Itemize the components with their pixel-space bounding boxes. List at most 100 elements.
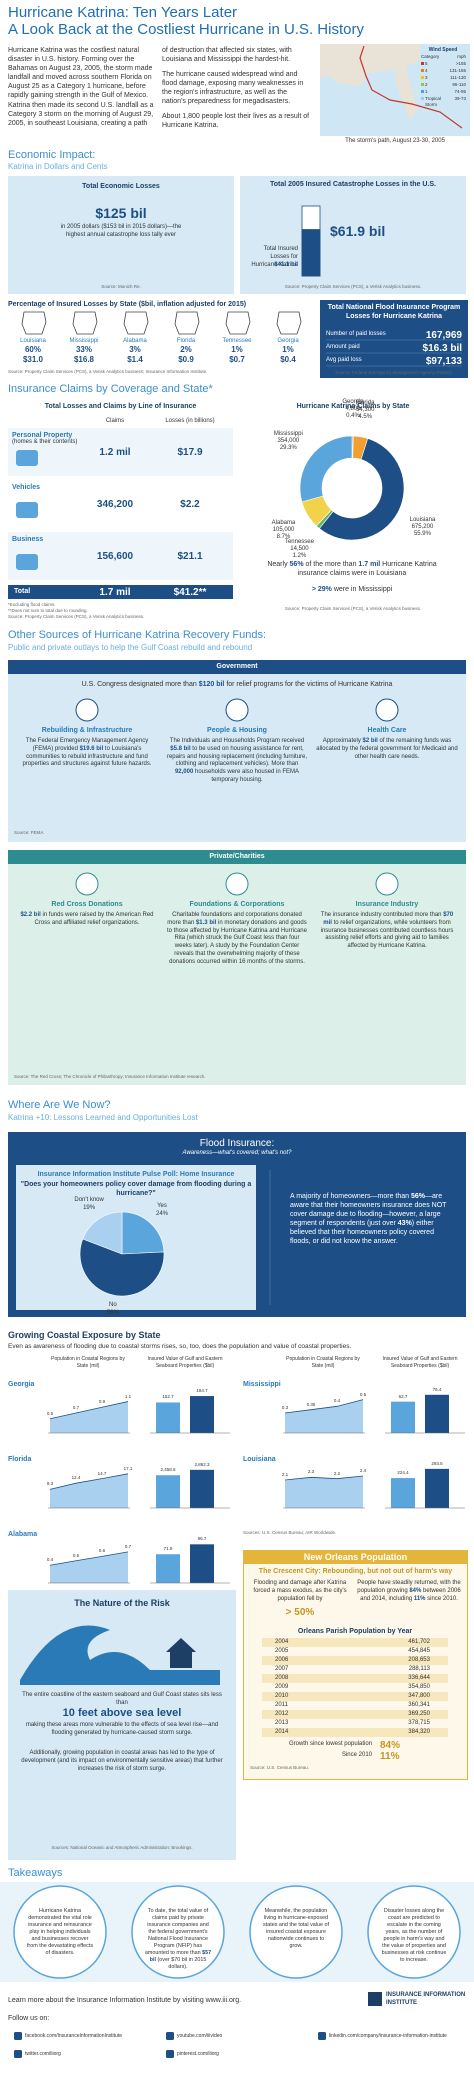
source: Sources: U.S. Census Bureau; AIR Worldwi… [243, 1530, 337, 1535]
state-pct: 1% [231, 345, 243, 354]
logo-mark [368, 1992, 382, 2006]
growth-value: 84% [380, 1740, 401, 1751]
point-label: 0.7 [72, 1405, 80, 1410]
takeaway-text: To date, the total value of claims paid … [144, 1908, 212, 1971]
row-bg [262, 1647, 448, 1656]
point-label: 0.4 [46, 1557, 54, 1563]
state-amount: $31.0 [22, 355, 44, 364]
text-run: to Louisiana's communities to rebuild in… [22, 745, 152, 768]
footnote: **Does not sum to total due to rounding. [8, 608, 88, 613]
section-subheading: Katrina in Dollars and Cents [8, 162, 108, 171]
icon [75, 872, 99, 896]
highlight: $70 mil [323, 912, 454, 926]
flood-panel [320, 300, 468, 378]
state-name: Mississippi [243, 1381, 281, 1388]
chart-title: Hurricane Katrina Claims by State [296, 403, 410, 410]
risk-text: Additionally, growing population in coas… [21, 1750, 223, 1772]
legend-swatch [421, 83, 424, 86]
caption: Nearly 56% of the more than 1.7 mil Hurr… [262, 560, 442, 578]
slice-label: Mississippi [273, 430, 303, 437]
legend-label: Tropical Storm [425, 96, 441, 107]
storm-path [359, 45, 463, 129]
point-label: 14.7 [97, 1470, 107, 1476]
bar [425, 1394, 449, 1433]
highlight: $57 bil [149, 1950, 212, 1964]
text-run: in funds were raised by the American Red… [34, 912, 154, 926]
text-run: A majority of homeowners—more than [290, 1193, 411, 1200]
panel-title: New Orleans Population [303, 1552, 408, 1562]
slice-count: 4,800 [345, 406, 361, 412]
table-title: Percentage of Insured Losses by State ($… [8, 301, 247, 308]
panel [240, 176, 466, 294]
row-sublabel: (homes & their contents) [12, 439, 78, 445]
text-run: U.S. Congress designated more than [81, 681, 199, 688]
flood-text: A majority of homeowners—more than 56%—a… [290, 1192, 450, 1247]
legend-label: 111-130 [450, 75, 466, 80]
point-label: 0.5 [359, 1391, 367, 1397]
highlight: 56% [289, 561, 304, 568]
row-bg [8, 480, 233, 528]
section-heading: Where Are We Now? [8, 1099, 111, 1111]
state-amount: $16.8 [73, 355, 95, 364]
year: 2013 [275, 1720, 289, 1726]
pie-slice [79, 1238, 165, 1297]
legend-label: >155 [455, 61, 466, 66]
source: Source: Property Claim Services (PCS), a… [284, 606, 422, 611]
bar [425, 1468, 449, 1508]
point-label: 0.5 [72, 1552, 80, 1558]
slice-value: 24% [156, 1211, 169, 1218]
population: 461,702 [408, 1639, 430, 1645]
column-header: Insured Value of Gulf and Eastern Seaboa… [147, 1356, 223, 1369]
population: 360,341 [408, 1702, 430, 1708]
highlight: 43% [397, 1220, 412, 1228]
bar [190, 1396, 214, 1433]
intro-text: of destruction that affected six states,… [162, 47, 292, 64]
slice-value: 56% [106, 1310, 119, 1317]
point-label: 0.9 [98, 1399, 106, 1405]
slice-label: Georgia [342, 399, 364, 405]
bar-label: 2,862.3 [194, 1461, 210, 1467]
text-run: The Federal Emergency Management Agency … [25, 738, 149, 752]
total-bar [8, 585, 233, 599]
state-name: Florida [176, 338, 196, 344]
area-fill [50, 1401, 128, 1433]
losses-value: $2.2 [180, 499, 200, 510]
row-bg [8, 532, 233, 580]
bar [391, 1401, 415, 1433]
total-value: $41.2** [173, 587, 207, 598]
point-label: 0.5 [46, 1410, 54, 1416]
bar [301, 229, 321, 277]
pie-slice [318, 438, 405, 541]
highlight: 92,000 [174, 769, 194, 776]
claims-value: 1.2 mil [99, 447, 131, 458]
population: 208,653 [408, 1657, 430, 1663]
bar-label: 71.9 [163, 1546, 173, 1552]
title: Hurricane Katrina: Ten Years Later [8, 4, 238, 21]
legend-swatch [421, 69, 424, 72]
slice-value: 55.9% [413, 530, 431, 537]
slice-count: 54,300 [356, 407, 375, 414]
point-label: 9.3 [46, 1481, 54, 1487]
losses-value: $17.9 [177, 447, 203, 458]
pie-slice [82, 1211, 123, 1255]
population: 288,113 [408, 1666, 430, 1672]
population: 369,250 [408, 1711, 430, 1717]
legend-label: 74-95 [454, 89, 466, 94]
area-fill [50, 1551, 128, 1583]
logo: INSURANCE INFORMATION INSTITUTE [386, 1992, 466, 2006]
social-link: twitter.com/iiiorg [25, 2051, 61, 2057]
source: Source: Munich Re. [101, 284, 141, 289]
state-icon [225, 311, 251, 335]
social-icon [318, 2032, 326, 2040]
social-link: pinterest.com/iiiorg [177, 2051, 219, 2057]
footer-text: Follow us on: [8, 2015, 50, 2022]
population: 384,320 [408, 1729, 430, 1735]
growth-label: Growth since lowest population [288, 1741, 372, 1747]
takeaway-circle [131, 1885, 225, 1979]
state-name: Florida [8, 1456, 32, 1463]
point-label: 0.7 [124, 1543, 132, 1549]
bar [190, 1544, 214, 1583]
state-name: Georgia [277, 338, 299, 344]
text-run: (over $70 bil in 2015 dollars). [155, 1957, 207, 1971]
panel-title: Private/Charities [209, 853, 265, 860]
